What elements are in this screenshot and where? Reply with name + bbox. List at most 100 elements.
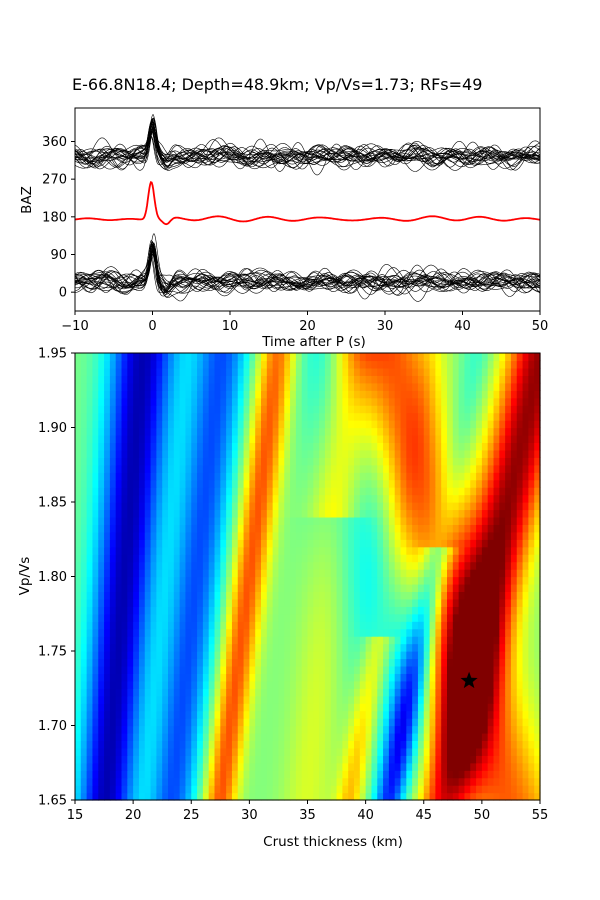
heatmap-cell: [394, 658, 402, 667]
heatmap-cell: [214, 494, 221, 503]
heatmap-cell: [458, 621, 466, 630]
heatmap-cell: [127, 412, 134, 421]
heatmap-cell: [522, 732, 529, 741]
heatmap-cell: [417, 673, 425, 682]
heatmap-cell: [324, 651, 332, 660]
heatmap-cell: [208, 412, 216, 421]
heatmap-cell: [197, 546, 204, 555]
heatmap-cell: [284, 785, 291, 794]
heatmap-cell: [278, 785, 285, 794]
heatmap-cell: [336, 762, 343, 771]
heatmap-cell: [162, 531, 169, 540]
heatmap-cell: [98, 569, 105, 578]
heatmap-cell: [185, 740, 192, 749]
heatmap-cell: [162, 487, 169, 496]
heatmap-cell: [487, 762, 495, 771]
heatmap-cell: [383, 502, 390, 511]
heatmap-cell: [365, 718, 373, 727]
heatmap-cell: [191, 546, 198, 555]
heatmap-cell: [394, 427, 402, 436]
heatmap-cell: [365, 561, 373, 570]
heatmap-cell: [342, 598, 349, 607]
heatmap-cell: [197, 651, 204, 660]
heatmap-cell: [185, 546, 192, 555]
heatmap-cell: [458, 725, 466, 734]
heatmap-cell: [423, 762, 431, 771]
heatmap-cell: [115, 427, 123, 436]
heatmap-cell: [278, 442, 285, 451]
heatmap-cell: [330, 360, 338, 369]
heatmap-cell: [534, 747, 541, 756]
heatmap-cell: [295, 785, 303, 794]
heatmap-cell: [98, 583, 105, 592]
x-tick-label: 30: [241, 808, 258, 823]
heatmap-cell: [185, 442, 192, 451]
heatmap-cell: [423, 792, 431, 801]
heatmap-cell: [441, 621, 448, 630]
heatmap-cell: [185, 464, 192, 473]
heatmap-cell: [330, 442, 338, 451]
heatmap-cell: [417, 665, 425, 674]
heatmap-cell: [255, 606, 262, 615]
heatmap-cell: [162, 732, 169, 741]
heatmap-cell: [324, 561, 332, 570]
heatmap-cell: [255, 509, 262, 518]
heatmap-cell: [138, 509, 146, 518]
heatmap-cell: [104, 554, 111, 563]
heatmap-cell: [481, 360, 489, 369]
heatmap-cell: [272, 636, 280, 645]
heatmap-cell: [528, 531, 535, 540]
heatmap-cell: [412, 643, 419, 652]
heatmap-cell: [354, 598, 361, 607]
heatmap-cell: [313, 494, 320, 503]
heatmap-cell: [162, 516, 169, 525]
heatmap-cell: [505, 636, 512, 645]
heatmap-cell: [417, 695, 425, 704]
heatmap-cell: [220, 643, 227, 652]
heatmap-cell: [156, 539, 163, 548]
heatmap-cell: [138, 375, 146, 384]
heatmap-cell: [307, 740, 314, 749]
heatmap-cell: [371, 546, 378, 555]
heatmap-cell: [348, 524, 355, 533]
heatmap-cell: [400, 397, 407, 406]
heatmap-cell: [197, 457, 204, 466]
heatmap-cell: [365, 516, 373, 525]
heatmap-cell: [487, 434, 495, 443]
heatmap-cell: [150, 472, 157, 481]
heatmap-cell: [92, 747, 99, 756]
heatmap-cell: [266, 360, 274, 369]
heatmap-cell: [214, 464, 221, 473]
heatmap-cell: [499, 494, 506, 503]
heatmap-cell: [138, 539, 146, 548]
heatmap-cell: [423, 412, 431, 421]
heatmap-cell: [534, 598, 541, 607]
heatmap-cell: [510, 740, 518, 749]
heatmap-cell: [336, 703, 343, 712]
heatmap-cell: [220, 688, 227, 697]
heatmap-cell: [487, 531, 495, 540]
heatmap-cell: [377, 777, 384, 786]
heatmap-cell: [173, 502, 181, 511]
heatmap-cell: [214, 509, 221, 518]
heatmap-cell: [255, 785, 262, 794]
heatmap-cell: [528, 576, 535, 585]
heatmap-cell: [144, 569, 152, 578]
heatmap-cell: [243, 509, 250, 518]
heatmap-cell: [307, 695, 314, 704]
heatmap-cell: [412, 658, 419, 667]
heatmap-cell: [441, 360, 448, 369]
heatmap-cell: [115, 643, 123, 652]
heatmap-cell: [162, 554, 169, 563]
heatmap-cell: [173, 367, 181, 376]
heatmap-cell: [452, 725, 460, 734]
heatmap-cell: [109, 636, 117, 645]
heatmap-cell: [534, 695, 541, 704]
heatmap-cell: [185, 725, 192, 734]
heatmap-cell: [330, 390, 338, 399]
heatmap-cell: [80, 487, 88, 496]
heatmap-cell: [377, 472, 384, 481]
heatmap-cell: [191, 360, 198, 369]
heatmap-cell: [388, 732, 396, 741]
heatmap-cell: [516, 472, 524, 481]
